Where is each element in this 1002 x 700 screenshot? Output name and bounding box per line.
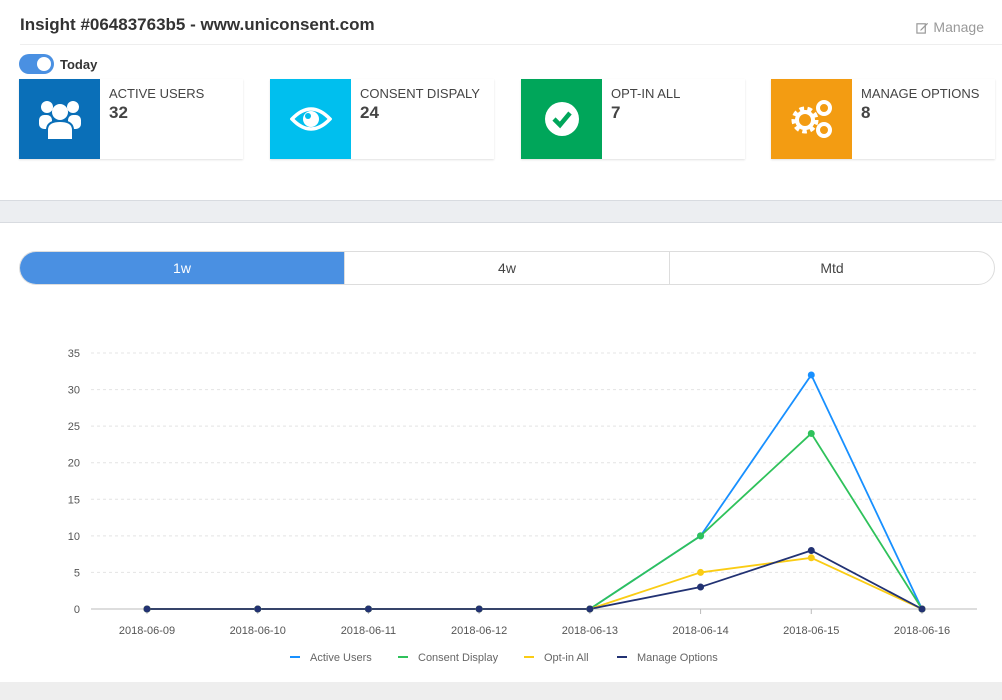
- x-tick-label: 2018-06-15: [783, 625, 839, 637]
- data-point: [807, 546, 815, 554]
- card-opt-in-all: OPT-IN ALL 7: [521, 79, 745, 159]
- gears-icon: [771, 79, 852, 159]
- series-line: [147, 432, 923, 610]
- card-manage-options: MANAGE OPTIONS 8: [771, 79, 995, 159]
- card-value: 7: [611, 103, 621, 122]
- data-point: [254, 605, 262, 613]
- x-tick-label: 2018-06-09: [119, 625, 175, 637]
- card-active-users: ACTIVE USERS 32: [19, 79, 243, 159]
- y-tick-label: 30: [68, 385, 80, 397]
- line-chart: 0 5 10 15 20 25 30 35 2018-06-09 2018-06-10 2018-0…: [68, 348, 977, 664]
- card-value: 8: [861, 103, 871, 122]
- tab-mtd[interactable]: Mtd: [669, 252, 994, 284]
- legend-item: Active Users: [290, 652, 372, 664]
- y-tick-label: 10: [68, 531, 80, 543]
- legend-label: Consent Display: [418, 652, 499, 664]
- legend-label: Active Users: [310, 652, 372, 664]
- legend-item: Opt-in All: [524, 652, 589, 664]
- data-point: [697, 568, 705, 576]
- card-value: 32: [109, 103, 128, 122]
- legend-item: Consent Display: [398, 652, 499, 664]
- legend-label: Opt-in All: [544, 652, 589, 664]
- y-tick-label: 15: [68, 494, 80, 506]
- card-label: MANAGE OPTIONS: [861, 86, 980, 101]
- divider: [20, 44, 1002, 45]
- eye-icon: [270, 79, 351, 159]
- y-tick-label: 0: [74, 604, 80, 616]
- section-separator: [0, 200, 1002, 223]
- page-title: Insight #06483763b5 - www.uniconsent.com: [20, 15, 375, 34]
- legend-item: Manage Options: [617, 652, 718, 664]
- data-point: [697, 532, 705, 540]
- edit-icon: [916, 22, 929, 34]
- legend-label: Manage Options: [637, 652, 718, 664]
- series-line: [147, 373, 923, 610]
- data-point: [807, 371, 815, 379]
- series-line: [147, 556, 923, 610]
- x-tick-label: 2018-06-13: [562, 625, 618, 637]
- card-label: ACTIVE USERS: [109, 86, 205, 101]
- data-point: [364, 605, 372, 613]
- data-point: [807, 429, 815, 437]
- x-tick-label: 2018-06-16: [894, 625, 950, 637]
- check-circle-icon: [521, 79, 602, 159]
- y-tick-label: 20: [68, 458, 80, 470]
- today-toggle[interactable]: [19, 54, 54, 74]
- x-tick-label: 2018-06-14: [672, 625, 728, 637]
- tab-1w[interactable]: 1w: [20, 252, 344, 284]
- footer-bar: [0, 682, 1002, 700]
- data-point: [143, 605, 151, 613]
- manage-button[interactable]: Manage: [916, 19, 984, 35]
- x-tick-label: 2018-06-10: [230, 625, 286, 637]
- range-tabs: 1w 4w Mtd: [19, 251, 995, 285]
- card-label: CONSENT DISPALY: [360, 86, 480, 101]
- y-tick-label: 25: [68, 421, 80, 433]
- users-icon: [19, 79, 100, 159]
- card-value: 24: [360, 103, 379, 122]
- card-consent-display: CONSENT DISPALY 24: [270, 79, 494, 159]
- x-tick-label: 2018-06-12: [451, 625, 507, 637]
- data-point: [697, 583, 705, 591]
- series-line: [147, 549, 923, 610]
- card-label: OPT-IN ALL: [611, 86, 681, 101]
- data-point: [918, 605, 926, 613]
- y-tick-label: 35: [68, 348, 80, 360]
- y-tick-label: 5: [74, 567, 80, 579]
- data-point: [807, 554, 815, 562]
- today-label: Today: [60, 57, 98, 72]
- x-tick-label: 2018-06-11: [341, 625, 396, 637]
- data-point: [586, 605, 594, 613]
- manage-label: Manage: [933, 19, 984, 35]
- data-point: [475, 605, 483, 613]
- tab-4w[interactable]: 4w: [344, 252, 669, 284]
